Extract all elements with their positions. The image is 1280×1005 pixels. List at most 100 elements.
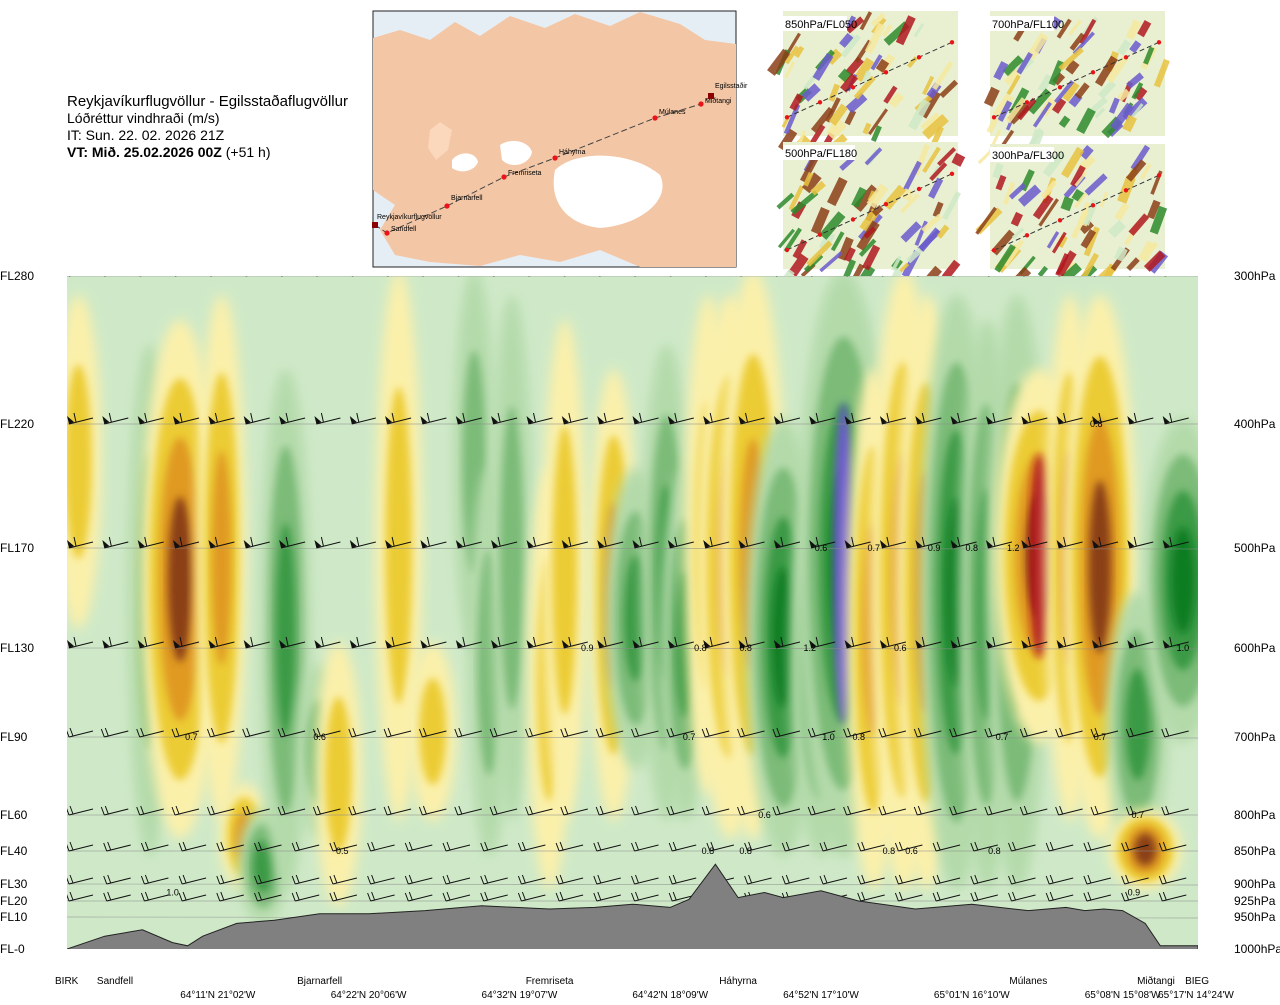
barb-feather <box>984 806 989 816</box>
barb-feather <box>921 536 925 547</box>
level-map-cell <box>1081 252 1100 279</box>
barb-feather <box>555 875 560 885</box>
level-map-cell <box>1116 88 1131 102</box>
barb-pennant <box>773 540 781 548</box>
barb-feather <box>312 728 317 738</box>
wind-barb <box>666 805 694 816</box>
barb-feather <box>533 636 536 647</box>
barb-feather <box>1045 892 1050 902</box>
map-waypoint <box>444 203 450 209</box>
wind-barb <box>985 412 1013 425</box>
barb-pennant <box>314 416 322 424</box>
barb-staff <box>935 877 961 885</box>
barb-staff <box>775 730 801 738</box>
wind-barb <box>329 841 358 852</box>
wind-barb <box>281 276 284 277</box>
map-waypoint <box>652 115 658 121</box>
barb-staff <box>1129 417 1154 425</box>
wind-barb <box>844 536 871 549</box>
barb-feather <box>333 891 338 901</box>
wind-barb <box>489 805 518 816</box>
wind-barb <box>1090 805 1119 816</box>
barb-feather <box>555 892 560 902</box>
barb-staff <box>785 844 810 852</box>
wind-barb <box>254 874 282 885</box>
wind-barb <box>781 841 810 852</box>
barb-staff <box>69 276 72 277</box>
barb-pennant <box>420 540 428 548</box>
flight-level-tick-label: FL40 <box>0 844 28 858</box>
wind-barb <box>385 636 412 649</box>
value-label: 1.2 <box>803 643 816 653</box>
level-map-cell <box>1051 231 1067 254</box>
wind-barb <box>844 636 871 649</box>
barb-staff <box>973 894 998 902</box>
barb-feather <box>1129 805 1134 815</box>
wind-barb <box>1125 805 1154 816</box>
wind-barb <box>367 891 395 902</box>
barb-staff <box>935 894 961 902</box>
barb-feather <box>408 891 413 901</box>
barb-feather <box>171 728 176 738</box>
barb-feather <box>1027 536 1031 547</box>
contour-band <box>1170 527 1196 634</box>
wind-barb <box>517 874 546 885</box>
wind-barb <box>67 841 94 852</box>
wind-barb <box>171 805 200 816</box>
level-map-waypoint <box>817 100 823 105</box>
barb-feather <box>100 806 105 816</box>
barb-feather <box>668 892 673 902</box>
barb-staff <box>952 808 977 816</box>
barb-feather <box>295 841 300 851</box>
level-map-waypoint <box>784 115 790 120</box>
barb-feather <box>356 412 360 423</box>
barb-pennant <box>314 640 322 648</box>
barb-pennant <box>244 268 251 276</box>
barb-pennant <box>173 416 180 424</box>
barb-feather <box>1094 805 1099 815</box>
barb-staff <box>528 541 553 549</box>
map-glacier <box>500 140 532 166</box>
barb-feather <box>878 806 883 816</box>
level-map-waypoint <box>1156 173 1162 178</box>
barb-staff <box>386 808 412 816</box>
barb-feather <box>333 841 338 851</box>
barb-staff <box>408 844 433 852</box>
barb-staff <box>634 844 659 852</box>
level-map-waypoint <box>883 70 889 75</box>
barb-pennant <box>879 640 887 648</box>
pressure-tick-label: 1000hPa <box>1234 942 1280 956</box>
contour-band <box>1088 480 1112 654</box>
barb-feather <box>250 536 254 547</box>
barb-pennant <box>667 640 675 648</box>
barb-staff <box>370 894 395 902</box>
barb-staff <box>811 730 836 738</box>
barb-staff <box>1023 808 1048 816</box>
wind-barb <box>69 276 72 277</box>
chart-header: Reykjavíkurflugvöllur - Egilsstaðaflugvö… <box>67 93 348 161</box>
level-map-cell <box>827 120 847 140</box>
barb-pennant <box>809 540 817 548</box>
barb-staff <box>1058 730 1083 738</box>
barb-feather <box>1158 842 1163 852</box>
barb-staff <box>245 276 248 277</box>
map-waypoint-label: Sandfell <box>391 226 417 233</box>
barb-feather <box>391 412 395 423</box>
pressure-tick-label: 300hPa <box>1234 269 1276 283</box>
waypoint-label: BIRK <box>55 976 79 987</box>
wind-barb <box>1164 276 1167 277</box>
level-map-cell <box>1129 40 1142 54</box>
barb-pennant <box>632 640 640 648</box>
barb-feather <box>674 412 678 423</box>
wind-barb <box>208 536 235 549</box>
barb-feather <box>108 536 112 547</box>
wind-barb <box>913 805 942 816</box>
barb-feather <box>639 536 642 547</box>
level-map-cell <box>840 73 859 93</box>
barb-staff <box>139 541 164 549</box>
level-map-cell <box>913 23 925 38</box>
level-map-cell <box>900 193 920 214</box>
barb-feather <box>484 874 489 884</box>
map-waypoint <box>384 230 390 236</box>
wind-barb <box>1092 636 1119 649</box>
